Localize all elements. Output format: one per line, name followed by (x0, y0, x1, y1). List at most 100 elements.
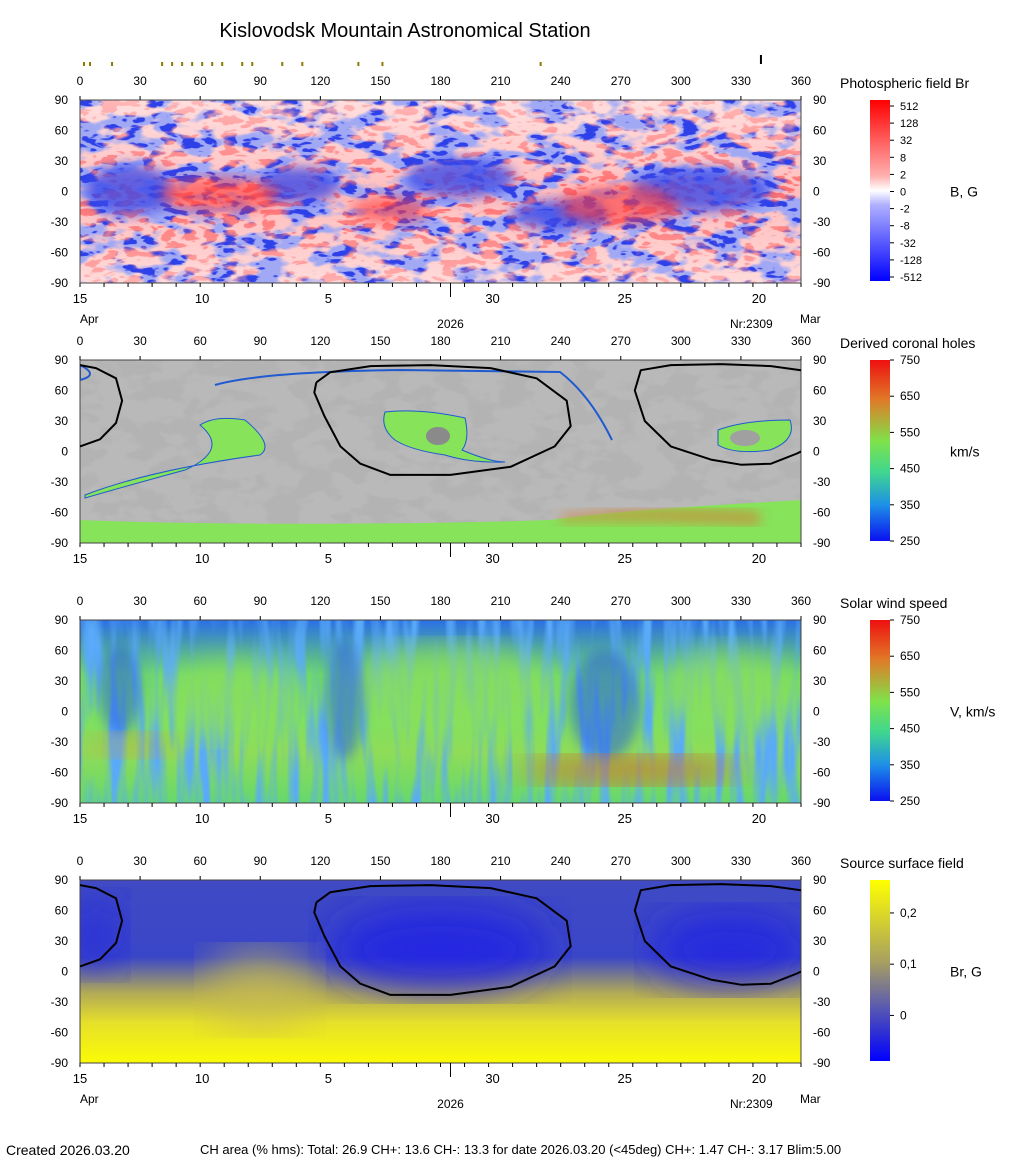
latitude-tick-label: -90 (51, 276, 69, 290)
latitude-tick-label: -30 (813, 995, 831, 1009)
month-label-left: Apr (80, 312, 99, 326)
month-label-right: Mar (800, 312, 821, 326)
colorbar-tick-label: 512 (900, 101, 918, 113)
top-marker (89, 62, 92, 66)
latitude-tick-label: -90 (813, 536, 831, 550)
top-marker (111, 62, 114, 66)
colorbar-tick-label: 650 (900, 389, 920, 403)
longitude-tick-label: 150 (370, 594, 390, 608)
latitude-tick-label: 60 (55, 124, 69, 138)
longitude-tick-label: 120 (310, 854, 330, 868)
latitude-tick-label: 60 (813, 644, 827, 658)
date-tick-label: 20 (752, 551, 766, 566)
longitude-tick-label: 180 (430, 854, 450, 868)
latitude-tick-label: 90 (813, 353, 827, 367)
longitude-tick-label: 60 (193, 334, 207, 348)
latitude-tick-label: 90 (55, 873, 69, 887)
latitude-tick-label: 90 (813, 873, 827, 887)
latitude-tick-label: 0 (813, 185, 820, 199)
colorbar-tick-label: 450 (900, 462, 920, 476)
panel-title: Photospheric field Br (840, 75, 970, 91)
longitude-tick-label: 0 (77, 854, 84, 868)
longitude-tick-label: 240 (551, 594, 571, 608)
date-tick-label: 25 (618, 811, 632, 826)
coronal-hole-stats: CH area (% hms): Total: 26.9 CH+: 13.6 C… (200, 1142, 842, 1157)
date-tick-label: 10 (195, 811, 209, 826)
colorbar (870, 360, 890, 541)
longitude-tick-label: 120 (310, 594, 330, 608)
longitude-tick-label: 150 (370, 854, 390, 868)
top-marker (201, 62, 204, 66)
colorbar-tick-label: 8 (900, 152, 906, 164)
longitude-tick-label: 360 (791, 74, 811, 88)
longitude-tick-label: 300 (671, 594, 691, 608)
latitude-tick-label: 60 (813, 384, 827, 398)
longitude-tick-label: 30 (133, 74, 147, 88)
longitude-tick-label: 330 (731, 74, 751, 88)
longitude-tick-label: 330 (731, 594, 751, 608)
latitude-tick-label: -30 (813, 475, 831, 489)
neutral-line (80, 884, 124, 968)
colorbar-tick-label: 128 (900, 118, 918, 130)
latitude-tick-label: 90 (55, 353, 69, 367)
colorbar-unit: B, G (950, 184, 978, 200)
top-marker (83, 62, 86, 66)
latitude-tick-label: 0 (61, 965, 68, 979)
date-tick-label: 30 (485, 551, 499, 566)
date-tick-label: 20 (752, 811, 766, 826)
date-tick-label: 10 (195, 291, 209, 306)
colorbar-tick-label: 0,2 (900, 906, 917, 920)
latitude-tick-label: 0 (813, 705, 820, 719)
longitude-tick-label: 330 (731, 334, 751, 348)
colorbar-tick-label: 250 (900, 794, 920, 808)
latitude-tick-label: 30 (55, 674, 69, 688)
latitude-tick-label: -60 (51, 766, 69, 780)
colorbar-unit: km/s (950, 444, 980, 460)
latitude-tick-label: -30 (813, 735, 831, 749)
top-marker (301, 62, 304, 66)
longitude-tick-label: 330 (731, 854, 751, 868)
longitude-tick-label: 300 (671, 854, 691, 868)
top-marker (221, 62, 224, 66)
colorbar-unit: Br, G (950, 964, 982, 980)
neutral-line (313, 364, 572, 476)
longitude-tick-label: 90 (254, 594, 268, 608)
longitude-tick-label: 210 (491, 854, 511, 868)
date-tick-label: 15 (73, 811, 87, 826)
date-tick-label: 30 (485, 291, 499, 306)
colorbar-tick-label: 350 (900, 498, 920, 512)
top-marker (241, 62, 244, 66)
longitude-tick-label: 210 (491, 594, 511, 608)
latitude-tick-label: 90 (813, 613, 827, 627)
top-marker (181, 62, 184, 66)
longitude-tick-label: 270 (611, 854, 631, 868)
colorbar-tick-label: 650 (900, 649, 920, 663)
page-title: Kislovodsk Mountain Astronomical Station (219, 20, 591, 42)
created-date: Created 2026.03.20 (6, 1142, 130, 1158)
date-tick-label: 20 (752, 1071, 766, 1086)
latitude-tick-label: -30 (813, 215, 831, 229)
latitude-tick-label: 30 (55, 154, 69, 168)
date-tick-label: 25 (618, 291, 632, 306)
month-label-right: Mar (800, 1092, 821, 1106)
latitude-tick-label: 60 (813, 904, 827, 918)
longitude-tick-label: 120 (310, 334, 330, 348)
latitude-tick-label: 60 (55, 644, 69, 658)
colorbar-tick-label: -128 (900, 255, 922, 267)
date-tick-label: 30 (485, 1071, 499, 1086)
colorbar-tick-label: 2 (900, 169, 906, 181)
colorbar-tick-label: 32 (900, 135, 912, 147)
rotation-number: Nr:2309 (730, 317, 773, 331)
latitude-tick-label: -60 (51, 506, 69, 520)
longitude-tick-label: 210 (491, 334, 511, 348)
latitude-tick-label: 30 (55, 934, 69, 948)
colorbar-tick-label: 450 (900, 722, 920, 736)
top-marker (161, 62, 164, 66)
longitude-tick-label: 0 (77, 334, 84, 348)
current-date-marker (759, 55, 762, 64)
date-tick-label: 5 (325, 811, 332, 826)
source-surface-map (80, 880, 801, 1063)
latitude-tick-label: -60 (51, 246, 69, 260)
longitude-tick-label: 270 (611, 74, 631, 88)
